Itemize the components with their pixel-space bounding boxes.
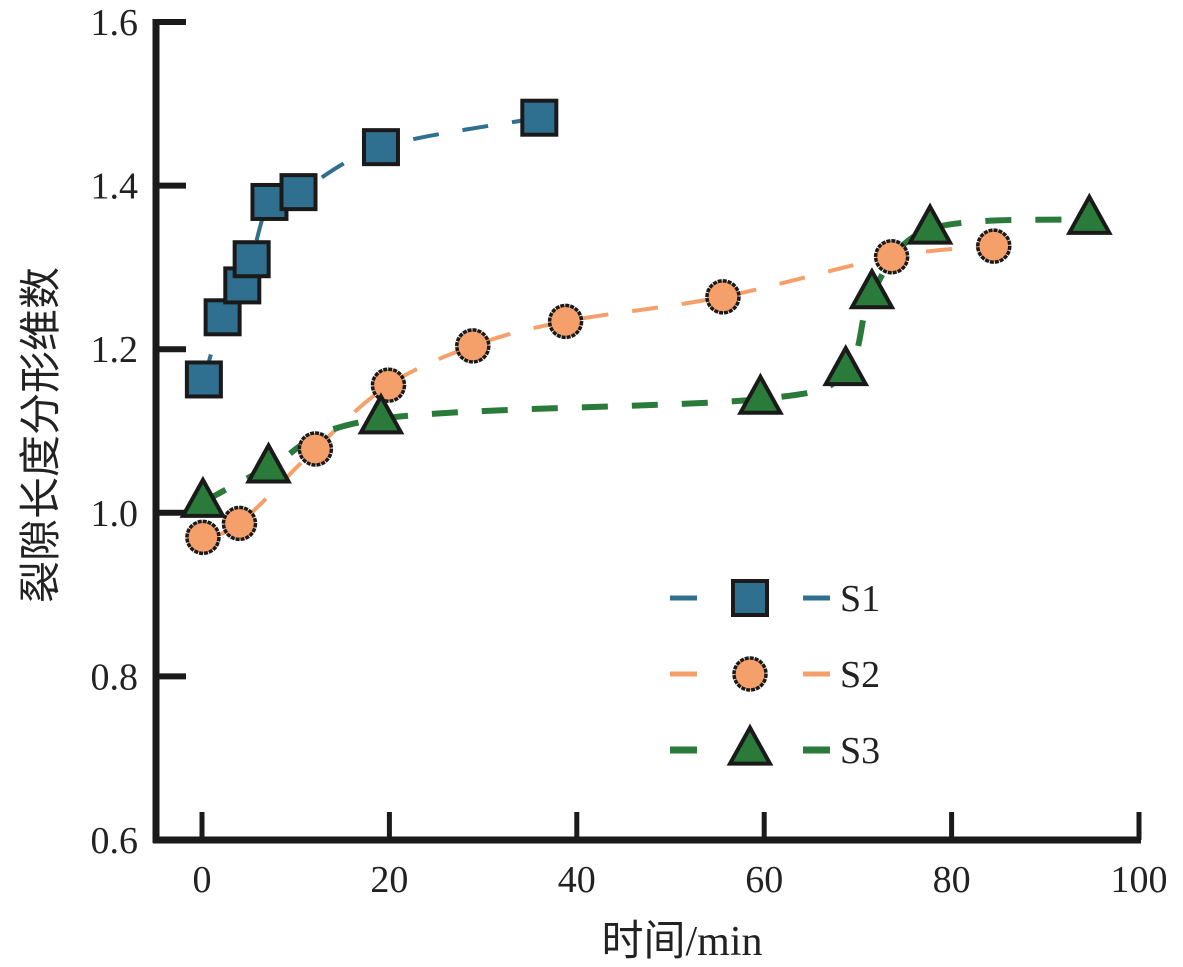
series-line-s2 <box>202 244 994 540</box>
series-lines <box>201 115 1090 540</box>
data-point-s1 <box>279 173 318 212</box>
legend: S1 S2 S3 <box>670 578 880 772</box>
x-tick-label: 0 <box>193 859 212 901</box>
data-point-s3 <box>245 441 292 484</box>
data-point-s3 <box>357 392 405 435</box>
axes: 0 20 40 60 80 100 0.6 0.8 1.0 1.2 1.4 1.6 <box>91 2 1168 901</box>
legend-item-s2: S2 <box>670 654 880 696</box>
data-point-s3 <box>906 202 954 245</box>
data-point-s2 <box>370 367 407 403</box>
y-ticks: 0.6 0.8 1.0 1.2 1.4 1.6 <box>91 2 186 862</box>
y-tick-label: 1.0 <box>91 493 139 535</box>
data-point-s2 <box>705 279 741 315</box>
data-point-s1 <box>520 98 559 137</box>
data-point-s2 <box>976 228 1012 264</box>
data-point-s2 <box>873 239 910 275</box>
legend-marker-triangle <box>726 723 774 766</box>
legend-label: S2 <box>840 654 880 696</box>
data-point-s1 <box>361 128 400 167</box>
data-point-s2 <box>185 519 221 556</box>
series-line-s3 <box>201 216 1090 505</box>
x-tick-label: 100 <box>1111 859 1168 901</box>
legend-marker-circle <box>732 656 768 692</box>
data-point-s1 <box>203 298 242 337</box>
y-tick-label: 0.6 <box>91 820 139 862</box>
x-tick-label: 60 <box>745 859 783 901</box>
data-point-s2 <box>455 328 491 364</box>
data-point-s1 <box>184 360 223 399</box>
data-point-s3 <box>179 475 227 518</box>
x-tick-label: 40 <box>558 859 596 901</box>
y-tick-label: 0.8 <box>91 656 139 698</box>
y-axis-title: 裂隙长度分形维数 <box>19 267 65 603</box>
y-tick-label: 1.2 <box>91 329 139 371</box>
data-point-s3 <box>737 372 784 415</box>
data-point-s3 <box>1065 192 1113 235</box>
data-point-s3 <box>822 344 870 387</box>
legend-item-s1: S1 <box>670 578 880 620</box>
x-tick-label: 80 <box>933 859 971 901</box>
series-markers <box>179 98 1113 556</box>
x-tick-label: 20 <box>370 859 408 901</box>
legend-marker-square <box>731 579 769 617</box>
legend-label: S3 <box>840 730 880 772</box>
data-point-s2 <box>221 505 258 542</box>
y-tick-label: 1.4 <box>91 166 139 208</box>
x-ticks: 0 20 40 60 80 100 <box>193 812 1168 901</box>
legend-label: S1 <box>840 578 880 620</box>
data-point-s3 <box>848 267 896 310</box>
y-tick-label: 1.6 <box>91 2 139 44</box>
data-point-s1 <box>232 240 271 279</box>
data-point-s2 <box>547 303 584 340</box>
x-axis-title: 时间/min <box>601 919 762 965</box>
data-point-s2 <box>297 431 334 467</box>
legend-item-s3: S3 <box>670 723 880 772</box>
